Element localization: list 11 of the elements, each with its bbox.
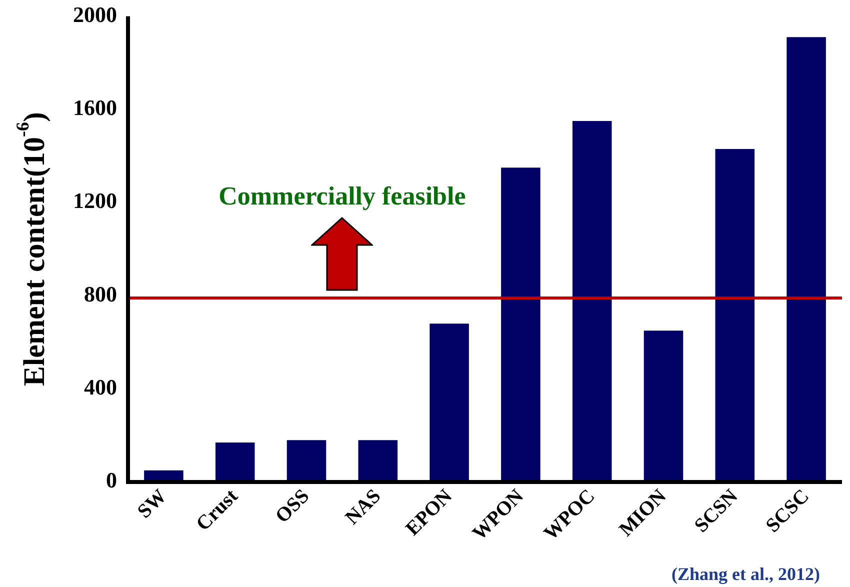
text: (Zhang et al., 2012) [672,564,820,585]
y-tick-label: 0 [106,468,117,493]
x-tick-label: SW [133,485,171,523]
y-tick-label: 2000 [73,2,117,27]
y-tick-label: 1200 [73,188,117,214]
y-tick-label: 800 [84,281,117,306]
y-tick-label: 400 [84,374,117,400]
y-axis-title: Element content(10-6) [12,112,51,386]
annotation: Commercially feasible [218,182,466,211]
y-tick-label: 1600 [73,95,117,120]
x-tick-label: OSS [271,485,314,528]
